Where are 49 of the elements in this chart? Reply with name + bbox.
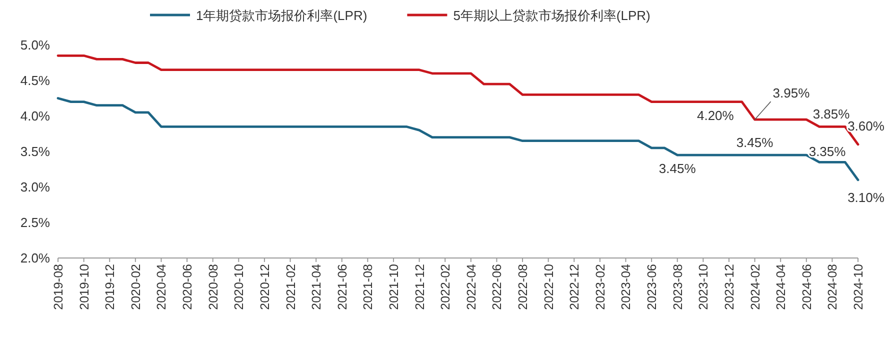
x-tick-label: 2020-06 <box>180 264 195 310</box>
x-tick-label: 2019-08 <box>52 264 66 310</box>
x-tick-label: 2022-04 <box>464 264 478 310</box>
x-tick-label: 2022-08 <box>516 264 530 310</box>
y-tick-label: 4.0% <box>20 108 50 124</box>
x-tick-label: 2022-12 <box>568 264 582 310</box>
x-tick-label: 2024-06 <box>800 264 814 310</box>
y-tick-label: 2.0% <box>20 250 50 266</box>
x-tick-label: 2023-10 <box>696 264 711 310</box>
x-tick-label: 2022-02 <box>438 264 453 310</box>
x-tick-label: 2024-04 <box>774 264 788 310</box>
annotation: 3.60% <box>848 118 885 134</box>
x-tick-label: 2023-04 <box>619 264 634 310</box>
x-tick-label: 2021-08 <box>361 264 376 310</box>
y-tick-label: 2.5% <box>20 215 50 230</box>
x-tick-label: 2020-02 <box>128 264 143 310</box>
x-tick-label: 2024-10 <box>852 264 866 310</box>
y-tick-label: 3.5% <box>20 144 50 159</box>
y-tick-label: 3.0% <box>20 180 50 194</box>
annotation: 3.45% <box>658 161 696 176</box>
x-tick-label: 2019-12 <box>103 264 118 310</box>
x-tick-label: 2023-06 <box>645 264 660 310</box>
x-tick-label: 2021-10 <box>386 264 401 310</box>
x-tick-label: 2019-10 <box>77 264 92 310</box>
x-tick-label: 2020-04 <box>154 264 169 310</box>
annotation: 4.20% <box>696 108 734 123</box>
x-tick-label: 2024-08 <box>826 264 840 310</box>
annotation: 3.85% <box>812 106 850 122</box>
x-tick-label: 2021-04 <box>310 264 324 310</box>
x-tick-label: 2021-06 <box>335 264 350 310</box>
x-tick-label: 2020-08 <box>206 264 220 310</box>
x-tick-label: 2022-10 <box>542 264 556 310</box>
x-tick-label: 2023-08 <box>670 264 685 310</box>
annotation: 3.45% <box>736 135 774 150</box>
x-tick-label: 2021-12 <box>412 264 427 310</box>
x-tick-label: 2023-02 <box>593 264 608 310</box>
legend-label: 5年期以上贷款市场报价利率(LPR) <box>453 8 650 23</box>
x-tick-label: 2023-12 <box>722 264 736 310</box>
x-tick-label: 2020-10 <box>232 264 246 310</box>
x-tick-label: 2022-06 <box>490 264 504 310</box>
annotation: 3.95% <box>772 86 810 101</box>
x-tick-label: 2020-12 <box>258 264 272 310</box>
legend-label: 1年期贷款市场报价利率(LPR) <box>196 8 368 23</box>
y-tick-label: 4.5% <box>20 73 50 88</box>
annotation: 3.35% <box>808 144 846 160</box>
y-tick-label: 5.0% <box>20 38 50 52</box>
x-tick-label: 2024-02 <box>748 264 762 310</box>
annotation: 3.10% <box>848 190 885 205</box>
x-tick-label: 2021-02 <box>284 264 298 310</box>
